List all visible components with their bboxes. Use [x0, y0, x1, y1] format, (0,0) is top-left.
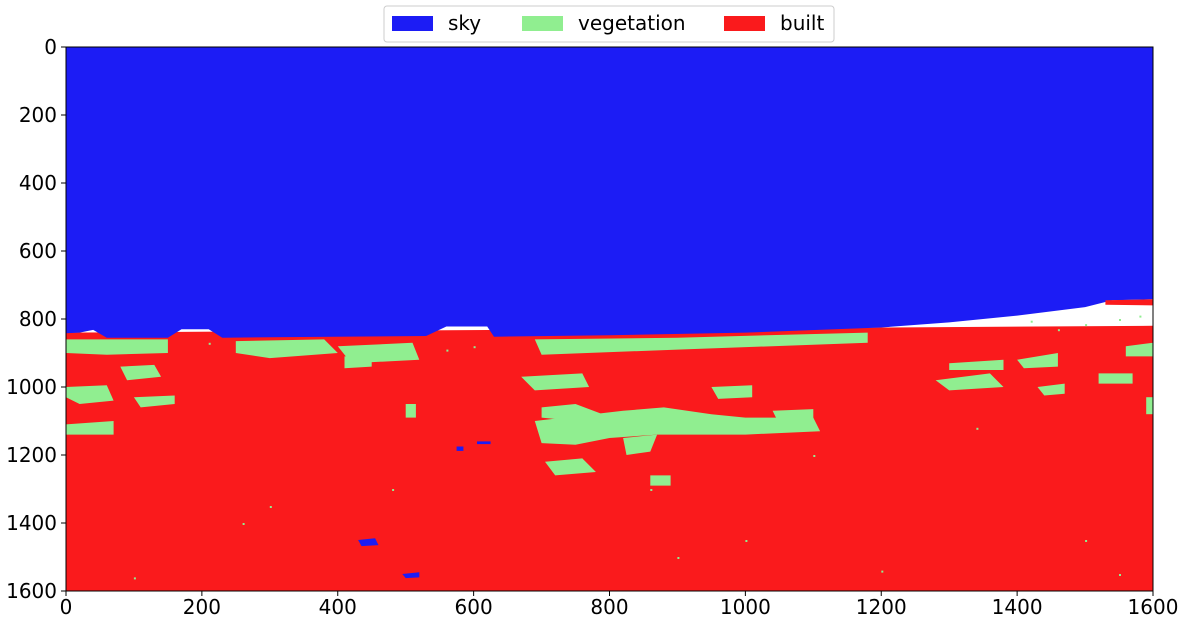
speckle: [473, 346, 476, 349]
y-axis: 0 200 400 600 800 1000 1200 1400 1600: [6, 35, 66, 603]
x-tick-label: 600: [455, 595, 493, 619]
region-vegetation: [66, 339, 168, 355]
speckle: [1119, 574, 1121, 576]
legend: sky vegetation built: [383, 5, 835, 43]
speckle: [976, 427, 979, 430]
legend-swatch: [724, 16, 765, 31]
speckle: [1030, 320, 1033, 323]
x-tick-label: 200: [183, 595, 221, 619]
region-vegetation: [949, 359, 1004, 370]
legend-label: sky: [448, 11, 481, 35]
speckle: [392, 489, 395, 491]
y-tick-label: 0: [44, 35, 57, 59]
region-vegetation: [405, 404, 416, 418]
region-vegetation: [1146, 397, 1153, 415]
region-built: [1105, 299, 1153, 306]
legend-box: [383, 5, 835, 43]
region-vegetation: [935, 373, 1004, 391]
speckle: [269, 506, 272, 508]
speckle: [161, 346, 164, 349]
region-vegetation: [521, 373, 590, 391]
region-sky: [402, 572, 420, 579]
x-tick-label: 400: [319, 595, 357, 619]
region-sky: [66, 47, 1153, 338]
speckle: [1085, 540, 1088, 542]
speckle: [881, 570, 884, 573]
region-vegetation: [534, 407, 821, 445]
speckle: [677, 557, 680, 559]
region-vegetation: [235, 339, 338, 359]
x-tick-label: 1400: [992, 595, 1043, 619]
region-vegetation: [133, 395, 175, 408]
x-axis: 0 200 400 600 800 1000 1200 1400 1600: [60, 591, 1179, 619]
region-vegetation: [66, 385, 114, 404]
y-tick-label: 600: [19, 239, 57, 263]
speckle: [208, 342, 211, 345]
region-vegetation: [772, 409, 814, 425]
x-tick-label: 1000: [720, 595, 771, 619]
speckle: [1139, 315, 1142, 318]
speckle: [1085, 324, 1088, 327]
x-tick-label: 800: [590, 595, 628, 619]
legend-swatch: [392, 16, 433, 31]
region-sky: [456, 446, 464, 451]
speckle: [650, 489, 653, 491]
speckle: [446, 349, 449, 352]
region-vegetation: [344, 354, 372, 369]
y-tick-label: 1600: [6, 579, 57, 603]
region-vegetation: [534, 332, 868, 355]
speckle: [1057, 329, 1060, 332]
speckle: [813, 455, 816, 457]
y-tick-label: 1000: [6, 375, 57, 399]
speckle: [290, 344, 293, 347]
legend-item-vegetation: vegetation: [522, 11, 686, 35]
region-vegetation: [545, 458, 596, 476]
x-tick-label: 1600: [1128, 595, 1179, 619]
legend-swatch: [522, 16, 563, 31]
y-tick-label: 1200: [6, 443, 57, 467]
legend-item-built: built: [724, 11, 824, 35]
region-vegetation: [120, 364, 162, 381]
region-sky: [477, 441, 491, 445]
region-built: [66, 325, 1153, 591]
region-vegetation: [1125, 342, 1153, 357]
region-vegetation: [66, 421, 114, 435]
plot-area: [66, 47, 1153, 591]
legend-label: built: [780, 11, 824, 35]
x-tick-label: 1200: [856, 595, 907, 619]
speckle: [133, 577, 136, 580]
region-vegetation: [650, 475, 671, 486]
legend-label: vegetation: [578, 11, 686, 35]
speckle: [731, 342, 734, 345]
y-tick-label: 1400: [6, 511, 57, 535]
region-sky: [358, 538, 379, 547]
region-vegetation: [711, 385, 753, 399]
region-vegetation: [1098, 373, 1133, 384]
x-tick-label: 0: [60, 595, 73, 619]
legend-item-sky: sky: [392, 11, 481, 35]
region-vegetation: [623, 434, 658, 455]
y-tick-label: 200: [19, 103, 57, 127]
y-tick-label: 800: [19, 307, 57, 331]
y-tick-label: 400: [19, 171, 57, 195]
speckle: [242, 523, 245, 525]
region-vegetation: [1037, 383, 1065, 396]
region-vegetation: [1017, 353, 1058, 369]
speckle: [745, 540, 748, 542]
speckle: [833, 339, 836, 342]
speckle: [1119, 319, 1121, 321]
